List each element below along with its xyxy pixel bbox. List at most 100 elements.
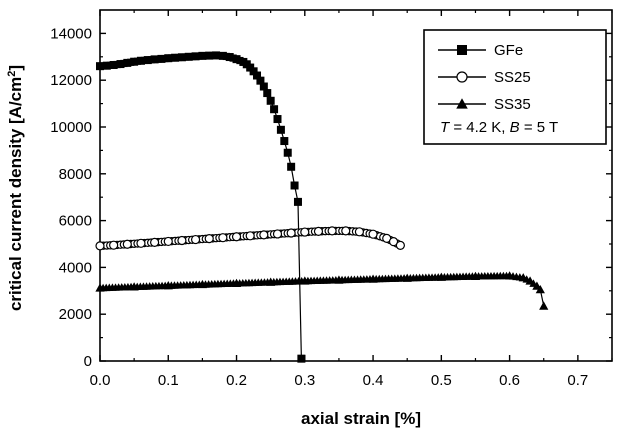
legend-box [423,29,607,145]
data-point-sample [109,240,119,250]
x-tick-label: 0.4 [363,372,384,389]
data-point-sample [354,227,365,237]
legend-condition-t-symbol: T [440,119,451,136]
y-tick-label: 2000 [59,306,92,323]
data-point-sample [334,275,344,284]
y-axis-title-main: critical current density [A/cm [6,77,25,311]
data-point-sample [116,60,125,69]
data-point-sample [96,62,104,71]
data-point-sample [232,55,241,64]
legend-marker-icon [456,98,468,109]
data-point-sample [171,53,180,62]
data-point-sample [184,52,193,61]
legend-label: GFe [494,42,523,59]
data-point-sample [253,71,262,80]
data-point-sample [177,235,187,246]
data-point-sample [109,60,118,69]
legend-label: SS35 [494,96,531,113]
series-layer [95,51,549,363]
data-point-sample [436,272,446,281]
data-point-sample [150,237,160,247]
data-point-sample [266,277,276,286]
data-point-sample [470,271,481,280]
legend-condition: T = 4.2 K, B = 5 T [440,119,558,136]
data-point-sample [287,162,296,171]
data-point-sample [205,51,214,60]
data-point-sample [270,105,279,114]
data-point-sample [259,230,269,240]
x-tick-label: 0.5 [431,372,452,389]
legend-entry-ss25: SS25 [438,69,531,86]
data-point-sample [122,239,132,249]
y-tick-label: 0 [84,353,92,370]
data-point-sample [212,51,221,60]
legend-condition-b-symbol: B [510,119,520,136]
data-point-sample [95,241,105,251]
data-point-sample [297,354,306,363]
data-point-sample [395,240,405,251]
data-point-sample [245,231,255,241]
data-point-sample [368,274,378,283]
legend-label: SS25 [494,69,531,86]
data-point-sample [280,137,289,146]
data-point-sample [225,53,234,62]
data-point-sample [518,273,528,282]
legend-condition-b-text: = 5 T [520,119,559,136]
data-point-sample [256,76,265,85]
plot-frame [99,9,613,362]
x-tick-label: 0.3 [294,372,315,389]
legend-entry-ss35: SS35 [438,96,531,113]
data-point-sample [143,56,152,65]
x-tick-label: 0.1 [158,372,179,389]
data-point-sample [198,51,207,60]
data-point-sample [341,226,351,236]
data-point-sample [204,234,214,244]
data-point-sample [290,181,299,190]
data-point-sample [218,51,227,60]
data-point-sample [402,273,412,282]
y-tick-label: 6000 [59,213,92,230]
data-point-sample [273,115,282,124]
data-point-sample [191,52,200,61]
data-point-sample [95,283,105,292]
data-point-sample [218,233,228,243]
x-tick-label: 0.6 [499,372,520,389]
series-ss35 [95,271,549,310]
data-point-sample [130,57,139,66]
y-tick-label: 8000 [59,166,92,183]
data-point-sample [327,226,337,236]
data-point-sample [249,67,258,76]
y-axis-title-end: ] [6,65,25,71]
data-point-sample [300,276,310,285]
series-gfe [96,51,306,363]
data-point-sample [231,278,242,287]
data-point-sample [136,238,146,248]
data-point-sample [157,54,166,63]
x-tick-label: 0.7 [567,372,588,389]
data-point-sample [283,148,292,157]
data-point-sample [505,271,515,280]
data-point-sample [276,125,285,134]
legend-condition-t-text: = 4.2 K, [449,119,509,136]
y-axis-title-superscript: 2 [6,71,18,77]
legend: GFe SS25 SS35 T = 4.2 K, B = 5 T [423,29,607,145]
data-point-sample [388,237,399,247]
data-point-sample [286,228,296,238]
series-ss25 [95,226,405,251]
data-point-sample [293,197,302,206]
data-point-sample [300,227,310,237]
data-point-sample [539,301,549,310]
plot-area [99,9,613,362]
data-point-sample [123,58,132,67]
data-point-sample [231,232,242,242]
data-point-sample [535,285,545,294]
legend-marker-icon [457,45,467,55]
data-point-sample [177,53,186,62]
y-axis-title: critical current density [A/cm2] [6,65,25,311]
data-point-sample [163,281,173,290]
data-point-sample [272,229,283,239]
data-point-sample [259,82,268,91]
data-point-sample [129,282,139,291]
x-tick-label: 0.2 [226,372,247,389]
